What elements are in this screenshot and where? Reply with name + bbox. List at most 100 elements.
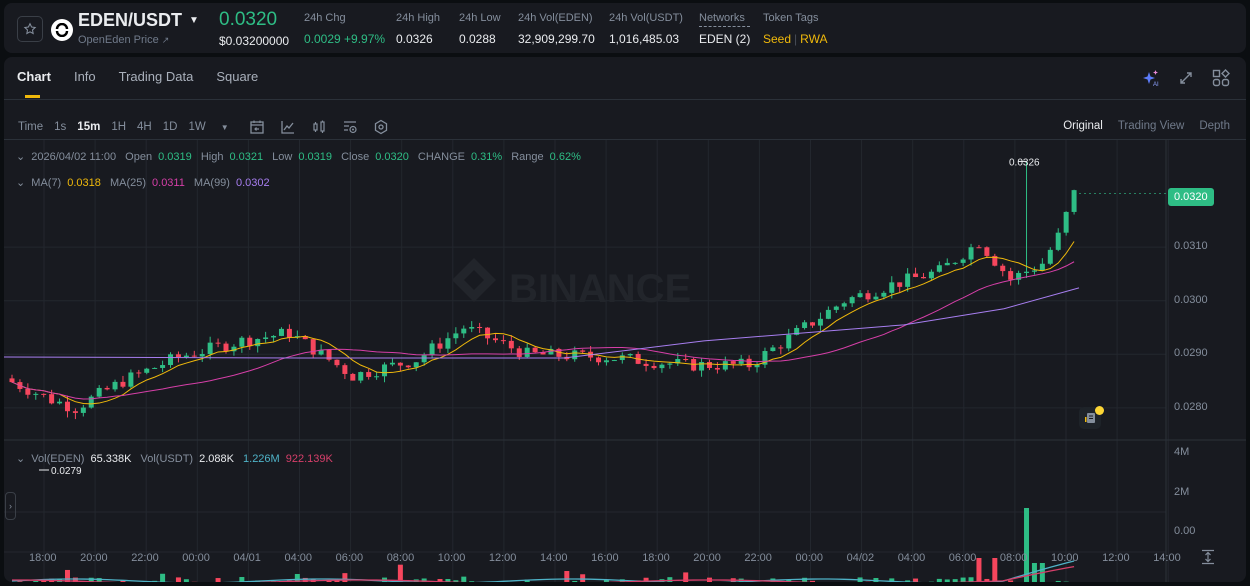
stat-label: 24h High: [396, 12, 441, 24]
stat-value: 0.0029 +9.97%: [304, 32, 386, 46]
time-tick: 00:00: [182, 552, 210, 564]
interval-1d[interactable]: 1D: [162, 121, 178, 133]
view-trading-view[interactable]: Trading View: [1117, 120, 1185, 132]
divider: [4, 99, 1246, 100]
time-tick: 12:00: [488, 552, 517, 564]
stat-label: Networks: [699, 12, 751, 27]
time-tick: 20:00: [80, 552, 108, 564]
time-tick: 16:00: [591, 552, 619, 564]
stat-24h-vol-eden-: 24h Vol(EDEN) 32,909,299.70: [518, 12, 595, 46]
svg-text:0.0279: 0.0279: [51, 466, 82, 477]
price-tick: 0.0280: [1174, 400, 1208, 413]
subtitle-text: OpenEden Price: [78, 34, 159, 46]
time-tick: 06:00: [335, 552, 364, 564]
ai-sparkle-icon[interactable]: AI: [1142, 69, 1160, 87]
layout-grid-icon[interactable]: [1212, 69, 1230, 87]
time-tick: 08:00: [386, 552, 415, 564]
time-tick: 20:00: [693, 552, 721, 564]
expand-icon[interactable]: [1178, 70, 1194, 86]
price-info-link[interactable]: OpenEden Price ↗: [78, 34, 169, 46]
stat-24h-vol-usdt-: 24h Vol(USDT) 1,016,485.03: [609, 12, 683, 46]
ohlc-legend: ⌄ 2026/04/02 11:00 Open 0.0319 High 0.0321…: [16, 151, 581, 163]
more-intervals-dropdown[interactable]: ▼: [220, 122, 229, 132]
time-tick: 08:00: [999, 552, 1028, 564]
tag-seed[interactable]: Seed: [763, 32, 792, 46]
volume-legend: ⌄ Vol(EDEN) 65.338K Vol(USDT) 2.088K 1.226…: [16, 453, 333, 465]
volume-tick: 4M: [1174, 446, 1190, 458]
stat-value: 32,909,299.70: [518, 32, 595, 46]
candlestick-chart[interactable]: BINANCE 0.0326 0.0279: [4, 140, 1246, 582]
chart-panel: Chart Info Trading Data Square AI Time 1…: [4, 57, 1246, 582]
tab-square[interactable]: Square: [216, 69, 259, 84]
time-tick: 18:00: [29, 552, 57, 564]
stat-value: 1,016,485.03: [609, 32, 680, 46]
stat-label: 24h Vol(USDT): [609, 12, 683, 24]
time-tick: 04:00: [897, 552, 926, 564]
tab-info[interactable]: Info: [73, 69, 96, 84]
time-tick: 12:00: [1102, 552, 1130, 564]
last-price-usd: $0.03200000: [219, 34, 290, 48]
collapse-chevron-icon[interactable]: ⌄: [16, 453, 26, 465]
note-icon: [1085, 413, 1095, 423]
expand-sidebar-handle[interactable]: ›: [5, 492, 16, 520]
time-tick: 18:00: [642, 552, 670, 564]
price-tick: 0.0290: [1174, 347, 1208, 360]
auto-scale-icon[interactable]: [1200, 549, 1216, 565]
caret-down-icon: ▼: [189, 15, 199, 26]
time-tick: 14:00: [540, 552, 568, 564]
candle-type-icon[interactable]: [311, 119, 327, 135]
stat-24h-high: 24h High 0.0326: [396, 12, 440, 46]
time-tick: 04/01: [233, 552, 261, 564]
chart-settings-icon[interactable]: [342, 119, 358, 135]
calendar-icon[interactable]: [249, 119, 265, 135]
chart-toolbar: Time 1s 15m 1H 4H 1D 1W ▼: [18, 114, 389, 140]
time-tick: 10:00: [1051, 552, 1079, 564]
svg-text:AI: AI: [1153, 82, 1159, 87]
ma-legend: ⌄ MA(7) 0.0318 MA(25) 0.0311 MA(99) 0.0302: [16, 177, 270, 189]
interval-15m[interactable]: 15m: [77, 121, 101, 133]
time-tick: 00:00: [795, 552, 824, 564]
stat-value: EDEN (2): [699, 32, 751, 46]
ticker-header: EDEN/USDT ▼ OpenEden Price ↗ 0.0320 $0.0…: [4, 3, 1246, 53]
collapse-chevron-icon[interactable]: ⌄: [16, 151, 26, 163]
token-tags: Token Tags Seed | RWA: [763, 12, 828, 46]
time-tick: 22:00: [131, 552, 159, 564]
stat-24h-chg: 24h Chg 0.0029 +9.97%: [304, 12, 385, 46]
divider: [4, 139, 1246, 140]
interval-1s[interactable]: 1s: [54, 121, 67, 133]
tab-chart[interactable]: Chart: [17, 69, 51, 84]
tab-trading-data[interactable]: Trading Data: [118, 69, 194, 84]
svg-text:0.0326: 0.0326: [1009, 157, 1040, 168]
collapse-chevron-icon[interactable]: ⌄: [16, 177, 26, 189]
view-depth[interactable]: Depth: [1199, 120, 1230, 132]
hexagon-settings-icon[interactable]: [373, 119, 389, 135]
stat-label: 24h Low: [459, 12, 501, 24]
coin-logo: [51, 19, 73, 41]
notification-dot: [1095, 406, 1104, 415]
star-icon: [23, 22, 37, 35]
time-tick: 14:00: [1153, 552, 1181, 564]
indicator-icon[interactable]: [280, 119, 296, 135]
watermark: BINANCE: [509, 267, 691, 311]
favorite-button[interactable]: [17, 16, 43, 42]
current-price-tag: 0.0320: [1168, 188, 1214, 206]
interval-1w[interactable]: 1W: [188, 121, 206, 133]
stat-networks[interactable]: Networks EDEN (2): [699, 12, 751, 46]
view-original[interactable]: Original: [1063, 120, 1103, 132]
pair-selector[interactable]: EDEN/USDT ▼: [78, 10, 199, 31]
tag-rwa[interactable]: RWA: [800, 32, 828, 46]
interval-1h[interactable]: 1H: [111, 121, 127, 133]
time-label: Time: [18, 121, 44, 133]
price-tick: 0.0300: [1174, 293, 1208, 306]
time-tick: 22:00: [744, 552, 772, 564]
stat-value: 0.0288: [459, 32, 496, 46]
time-tick: 04/02: [846, 552, 875, 564]
stat-label: 24h Vol(EDEN): [518, 12, 593, 24]
token-tags-label: Token Tags: [763, 12, 819, 24]
stat-label: 24h Chg: [304, 12, 346, 24]
active-tab-indicator: [25, 95, 40, 98]
interval-4h[interactable]: 4H: [137, 121, 152, 133]
time-tick: 10:00: [437, 552, 466, 564]
last-price: 0.0320: [219, 9, 278, 30]
view-switch: Original Trading View Depth: [1063, 120, 1230, 132]
